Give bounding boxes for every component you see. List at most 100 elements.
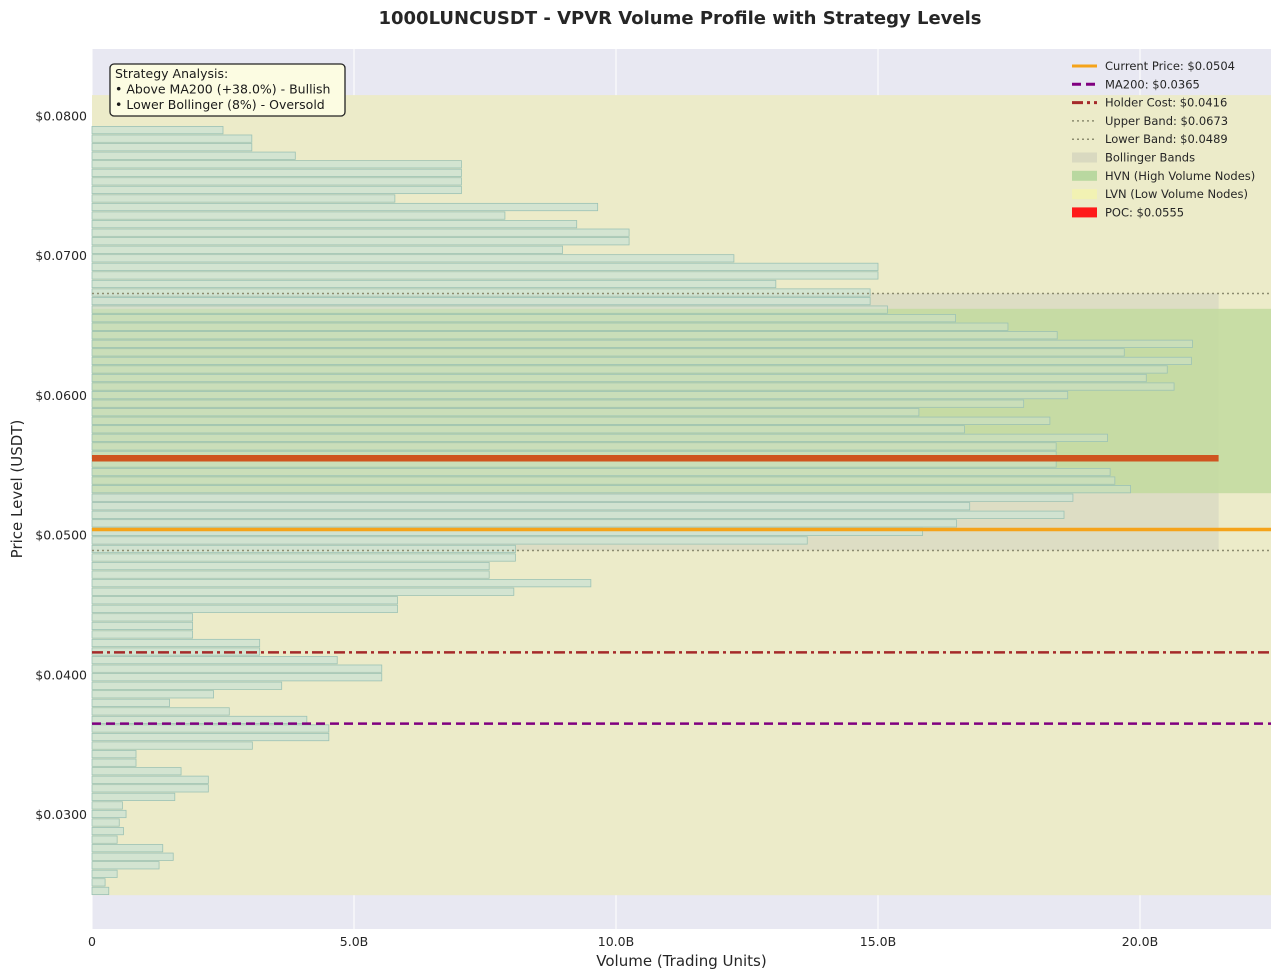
volume-bar (91, 262, 879, 271)
axis-ticks: 0 5.0B 10.0B 15.0B 20.0B $0.0300 $0.0400 $0.050… (35, 109, 1158, 949)
volume-bar (91, 194, 396, 203)
volume-bar (91, 220, 578, 229)
y-tick-label: $0.0800 (35, 109, 87, 124)
legend-label: MA200: $0.0365 (1105, 77, 1200, 91)
volume-bar (91, 707, 230, 716)
volume-bar (91, 818, 120, 827)
volume-bar (91, 767, 182, 776)
volume-bar (91, 433, 1108, 442)
volume-bar (91, 365, 1168, 374)
volume-bar (91, 698, 170, 707)
volume-bar (91, 339, 1193, 348)
y-axis-label: Price Level (USDT) (8, 420, 26, 559)
x-tick-label: 0 (88, 934, 96, 949)
legend-label: Bollinger Bands (1105, 151, 1195, 165)
volume-bar (91, 758, 137, 767)
volume-bar (91, 544, 516, 554)
volume-bar (91, 510, 1065, 519)
volume-bar (91, 630, 194, 639)
volume-bar (91, 245, 563, 254)
volume-bar (91, 425, 965, 434)
strategy-analysis-box: Strategy Analysis:• Above MA200 (+38.0%)… (109, 63, 346, 117)
volume-bar (91, 485, 1131, 494)
volume-bar (91, 348, 1125, 357)
volume-bar (91, 476, 1116, 485)
volume-bar (91, 408, 920, 417)
volume-bar (91, 656, 338, 665)
volume-bar (91, 878, 106, 887)
volume-bar (91, 792, 176, 801)
y-tick-label: $0.0300 (35, 807, 87, 822)
volume-bar (91, 177, 462, 186)
volume-bar (91, 784, 209, 793)
volume-bar (91, 835, 118, 844)
volume-bar (91, 562, 490, 571)
volume-bar (91, 279, 777, 289)
legend-label: Current Price: $0.0504 (1105, 59, 1235, 73)
volume-bar (91, 391, 1069, 400)
y-tick-label: $0.0400 (35, 667, 87, 682)
volume-bar (91, 621, 194, 630)
volume-bar (91, 809, 127, 819)
volume-bar (91, 579, 592, 588)
annotation-line: • Above MA200 (+38.0%) - Bullish (115, 82, 330, 97)
volume-bar (91, 399, 1025, 408)
volume-bar (91, 168, 462, 177)
legend: Current Price: $0.0504 MA200: $0.0365 Hold… (1072, 59, 1255, 219)
volume-bar (91, 587, 515, 596)
volume-bar (91, 750, 137, 759)
volume-bar (91, 664, 383, 673)
volume-bar (91, 382, 1175, 391)
x-tick-label: 20.0B (1122, 934, 1158, 949)
y-tick-label: $0.0500 (35, 528, 87, 543)
volume-bar (91, 536, 808, 545)
volume-bar (91, 288, 871, 297)
y-tick-label: $0.0600 (35, 388, 87, 403)
volume-bar (91, 715, 308, 725)
x-axis-label: Volume (Trading Units) (596, 952, 766, 970)
volume-bar (91, 442, 1057, 451)
volume-bar (91, 185, 462, 195)
volume-bar (91, 638, 261, 648)
volume-bar (91, 211, 506, 220)
legend-label: LVN (Low Volume Nodes) (1105, 187, 1248, 201)
volume-bars (91, 126, 1193, 895)
legend-label: Holder Cost: $0.0416 (1105, 96, 1227, 110)
volume-bar (91, 801, 123, 810)
x-tick-label: 15.0B (860, 934, 896, 949)
volume-bar (91, 724, 330, 733)
legend-label: HVN (High Volume Nodes) (1105, 169, 1255, 183)
volume-bar (91, 151, 296, 160)
volume-bar (91, 869, 118, 878)
legend-label: Upper Band: $0.0673 (1105, 114, 1228, 128)
legend-label: POC: $0.0555 (1105, 205, 1184, 219)
volume-bar (91, 553, 516, 562)
volume-bar (91, 356, 1192, 365)
legend-swatch-patch (1072, 189, 1097, 200)
volume-bar (91, 519, 957, 528)
volume-bar (91, 254, 735, 263)
volume-bar (91, 271, 879, 280)
legend-label: Lower Band: $0.0489 (1105, 132, 1228, 146)
annotation-line: Strategy Analysis: (115, 66, 228, 81)
volume-bar (91, 775, 209, 784)
hvn-zone (92, 308, 1271, 494)
volume-bar (91, 160, 462, 169)
legend-swatch-patch (1072, 207, 1097, 218)
volume-bar (91, 467, 1111, 477)
volume-bar (91, 305, 888, 314)
volume-bar (91, 202, 599, 212)
strategy-levels (92, 292, 1271, 725)
legend-swatch-patch (1072, 152, 1097, 163)
volume-bar (91, 143, 253, 152)
volume-bar (91, 314, 956, 323)
volume-bar (91, 613, 194, 622)
annotation-frame (109, 63, 346, 117)
volume-bar (91, 570, 490, 579)
y-tick-label: $0.0700 (35, 248, 87, 263)
volume-bar (91, 886, 110, 895)
volume-bar (91, 237, 630, 246)
volume-bar (91, 502, 971, 511)
volume-bar (91, 416, 1051, 425)
